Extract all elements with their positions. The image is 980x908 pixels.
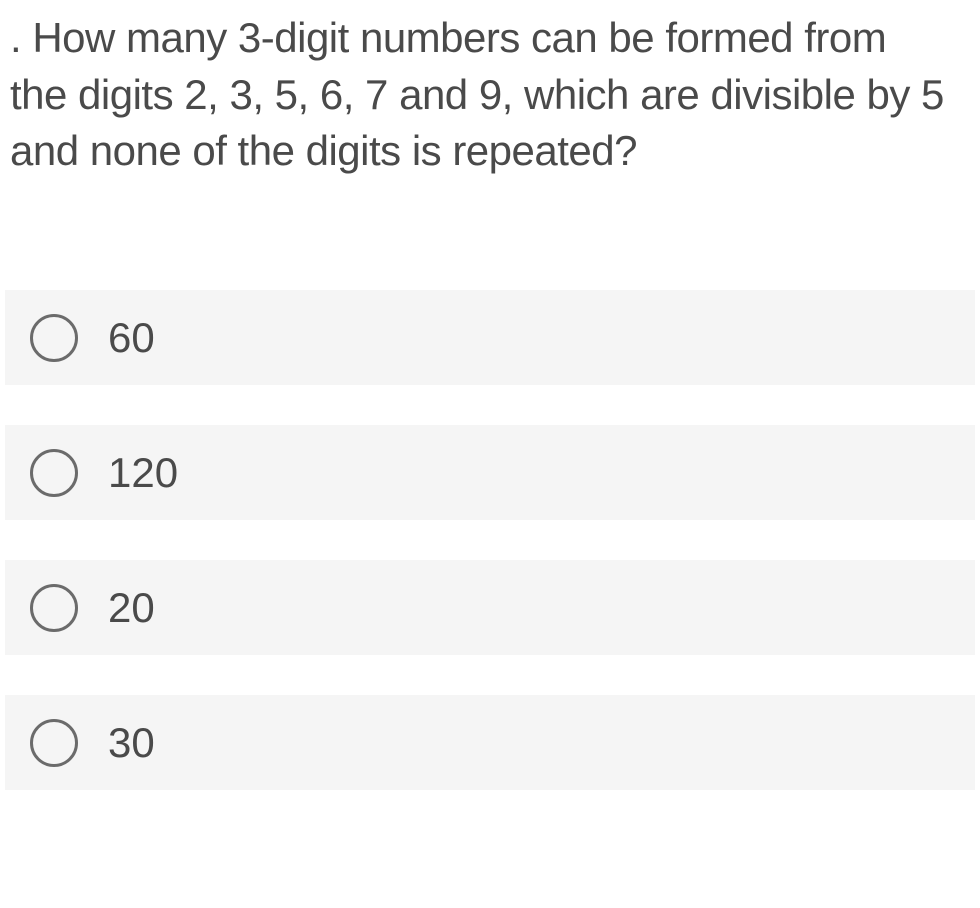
option-row[interactable]: 60 [5,290,975,385]
option-label: 20 [108,584,155,632]
question-text: . How many 3-digit numbers can be formed… [10,10,950,180]
option-label: 60 [108,314,155,362]
radio-button-icon[interactable] [30,584,78,632]
option-row[interactable]: 120 [5,425,975,520]
option-row[interactable]: 30 [5,695,975,790]
question-prefix: . [10,14,32,61]
question-body: How many 3-digit numbers can be formed f… [10,14,944,174]
radio-button-icon[interactable] [30,314,78,362]
question-container: . How many 3-digit numbers can be formed… [0,0,980,200]
option-label: 30 [108,719,155,767]
radio-button-icon[interactable] [30,719,78,767]
radio-button-icon[interactable] [30,449,78,497]
option-label: 120 [108,449,178,497]
options-container: 60 120 20 30 [0,290,980,790]
option-row[interactable]: 20 [5,560,975,655]
